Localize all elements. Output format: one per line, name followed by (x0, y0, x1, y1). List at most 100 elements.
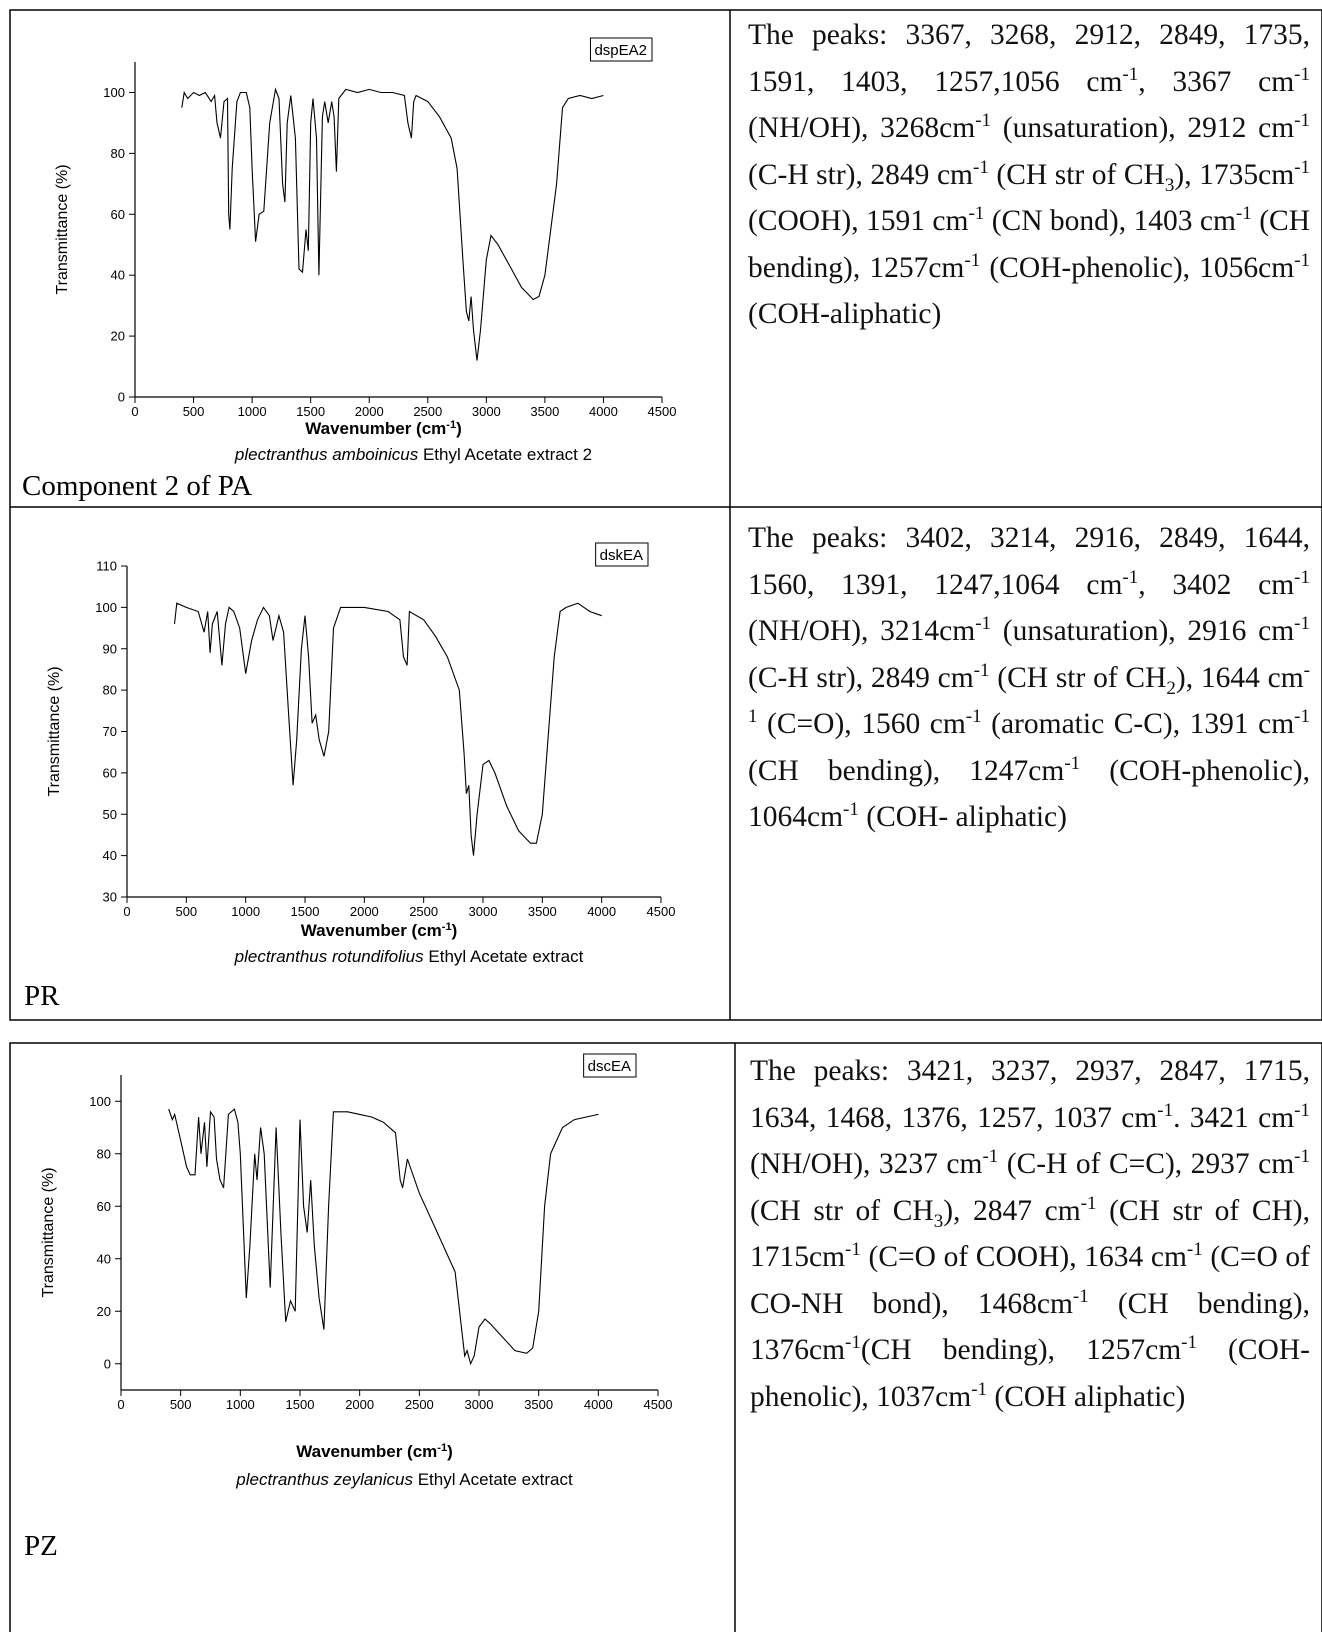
y-tick-label: 40 (103, 848, 117, 863)
y-tick-label: 80 (111, 146, 125, 161)
text-run: (CN bond), 1403 cm (984, 205, 1236, 237)
text-run: -1 (1181, 1332, 1197, 1354)
x-tick-label: 4000 (584, 1397, 613, 1412)
chart-subtitle: plectranthus zeylanicus Ethyl Acetate ex… (235, 1470, 573, 1489)
y-tick-label: 20 (97, 1304, 111, 1319)
text-run: -1 (975, 110, 992, 132)
text-run: -1 (971, 1378, 988, 1400)
text-run: -1 (442, 921, 452, 933)
y-axis-label: Transmittance (%) (46, 666, 63, 796)
legend-label: dscEA (588, 1058, 631, 1075)
x-tick-label: 1000 (238, 404, 267, 419)
text-run: The peaks: 3402, 3214, 2916, 2849, 1644,… (748, 522, 1310, 601)
text-run: Ethyl Acetate extract (424, 947, 584, 966)
text-run: The peaks: 3421, 3237, 2937, 2847, 1715,… (750, 1055, 1310, 1134)
y-tick-label: 80 (103, 683, 117, 698)
x-tick-label: 4500 (647, 904, 676, 919)
text-run: Wavenumber (cm (305, 419, 446, 438)
text-run: (CH bending), 1376cm (750, 1287, 1310, 1367)
x-tick-label: 2500 (413, 404, 442, 419)
text-run: -1 (1294, 63, 1310, 85)
text-run: -1 (845, 1332, 861, 1354)
text-run: (CH bending), 1247cm (748, 754, 1065, 787)
x-tick-label: 3000 (469, 904, 498, 919)
x-tick-label: 3000 (472, 404, 501, 419)
x-tick-label: 4500 (648, 404, 677, 419)
text-run: ), 1735cm (1174, 158, 1295, 191)
panel-caption: PR (24, 980, 60, 1012)
text-run: -1 (1080, 1192, 1097, 1214)
text-run: (COH-phenolic), 1064cm (748, 754, 1310, 834)
y-tick-label: 80 (97, 1146, 111, 1161)
spectrum-line (181, 87, 604, 361)
text-run: -1 (1294, 566, 1310, 588)
text-run: (COH aliphatic) (987, 1380, 1186, 1413)
text-run: The peaks: 3367, 3268, 2912, 2849, 1735,… (748, 19, 1310, 98)
x-tick-label: 2500 (405, 1397, 434, 1412)
x-tick-label: 1500 (291, 904, 320, 919)
text-run: -1 (1157, 1099, 1174, 1121)
x-axis-label: Wavenumber (cm-1) (305, 419, 462, 438)
text-run: . 3421 cm (1173, 1101, 1295, 1134)
text-run: -1 (964, 249, 981, 271)
table-frame (9, 1042, 1322, 1632)
text-run: plectranthus rotundifolius (234, 947, 425, 966)
text-run: (COH- aliphatic) (858, 801, 1067, 833)
x-tick-label: 3500 (524, 1397, 553, 1412)
text-run: -1 (965, 706, 982, 728)
text-run: Ethyl Acetate extract (413, 1470, 573, 1489)
x-tick-label: 3500 (528, 904, 557, 919)
text-run: (aromatic C-C), 1391 cm (981, 708, 1295, 740)
text-run: -1 (975, 613, 992, 635)
text-run: -1 (1064, 752, 1081, 774)
text-run: -1 (843, 799, 859, 821)
text-run: plectranthus zeylanicus (235, 1470, 413, 1489)
x-tick-label: 2000 (345, 1397, 374, 1412)
text-run: (COH-phenolic), 1037cm (750, 1334, 1310, 1413)
legend-label: dskEA (600, 547, 643, 564)
spectrum-line (173, 602, 602, 856)
panel-caption: PZ (24, 1530, 58, 1562)
x-tick-label: 1500 (286, 1397, 315, 1412)
table-frame (9, 9, 1322, 1021)
text-run: (CH str of CH), 1715cm (750, 1194, 1311, 1274)
x-tick-label: 4500 (644, 1397, 673, 1412)
text-run: (CH str of CH (750, 1194, 934, 1227)
y-tick-label: 100 (103, 85, 125, 100)
text-run: (NH/OH), 3268cm (748, 112, 976, 144)
text-run: (NH/OH), 3237 cm (750, 1148, 983, 1180)
text-run: -1 (1294, 110, 1310, 132)
text-run: -1 (845, 1239, 861, 1261)
text-run: ) (456, 419, 462, 438)
text-run: -1 (1294, 613, 1310, 635)
chart-subtitle: plectranthus rotundifolius Ethyl Acetate… (234, 947, 584, 966)
text-run: 3 (933, 1210, 944, 1232)
text-run: (CH bending), 1257cm (860, 1334, 1182, 1366)
description: The peaks: 3367, 3268, 2912, 2849, 1735,… (748, 12, 1310, 338)
y-tick-label: 60 (97, 1199, 111, 1214)
x-tick-label: 4000 (587, 904, 616, 919)
y-tick-label: 90 (103, 641, 117, 656)
y-tick-label: 40 (111, 268, 125, 283)
x-tick-label: 2000 (355, 404, 384, 419)
text-run: -1 (968, 203, 985, 225)
y-tick-label: 50 (103, 807, 117, 822)
text-run: , 3402 cm (1138, 568, 1295, 601)
text-run: (COH-phenolic), 1056cm (980, 251, 1295, 284)
y-axis-label: Transmittance (%) (54, 164, 71, 294)
text-run: 2 (1166, 677, 1176, 699)
text-run: ) (447, 1442, 453, 1461)
text-run: -1 (1294, 156, 1311, 178)
text-run: -1 (1294, 1099, 1310, 1121)
spectrum-line (168, 1108, 599, 1366)
y-tick-label: 60 (111, 207, 125, 222)
x-tick-label: 1000 (231, 904, 260, 919)
text-run: plectranthus amboinicus (234, 445, 419, 464)
text-run: 3 (1164, 174, 1175, 196)
description: The peaks: 3421, 3237, 2937, 2847, 1715,… (750, 1048, 1310, 1420)
text-run: Wavenumber (cm (296, 1442, 437, 1461)
